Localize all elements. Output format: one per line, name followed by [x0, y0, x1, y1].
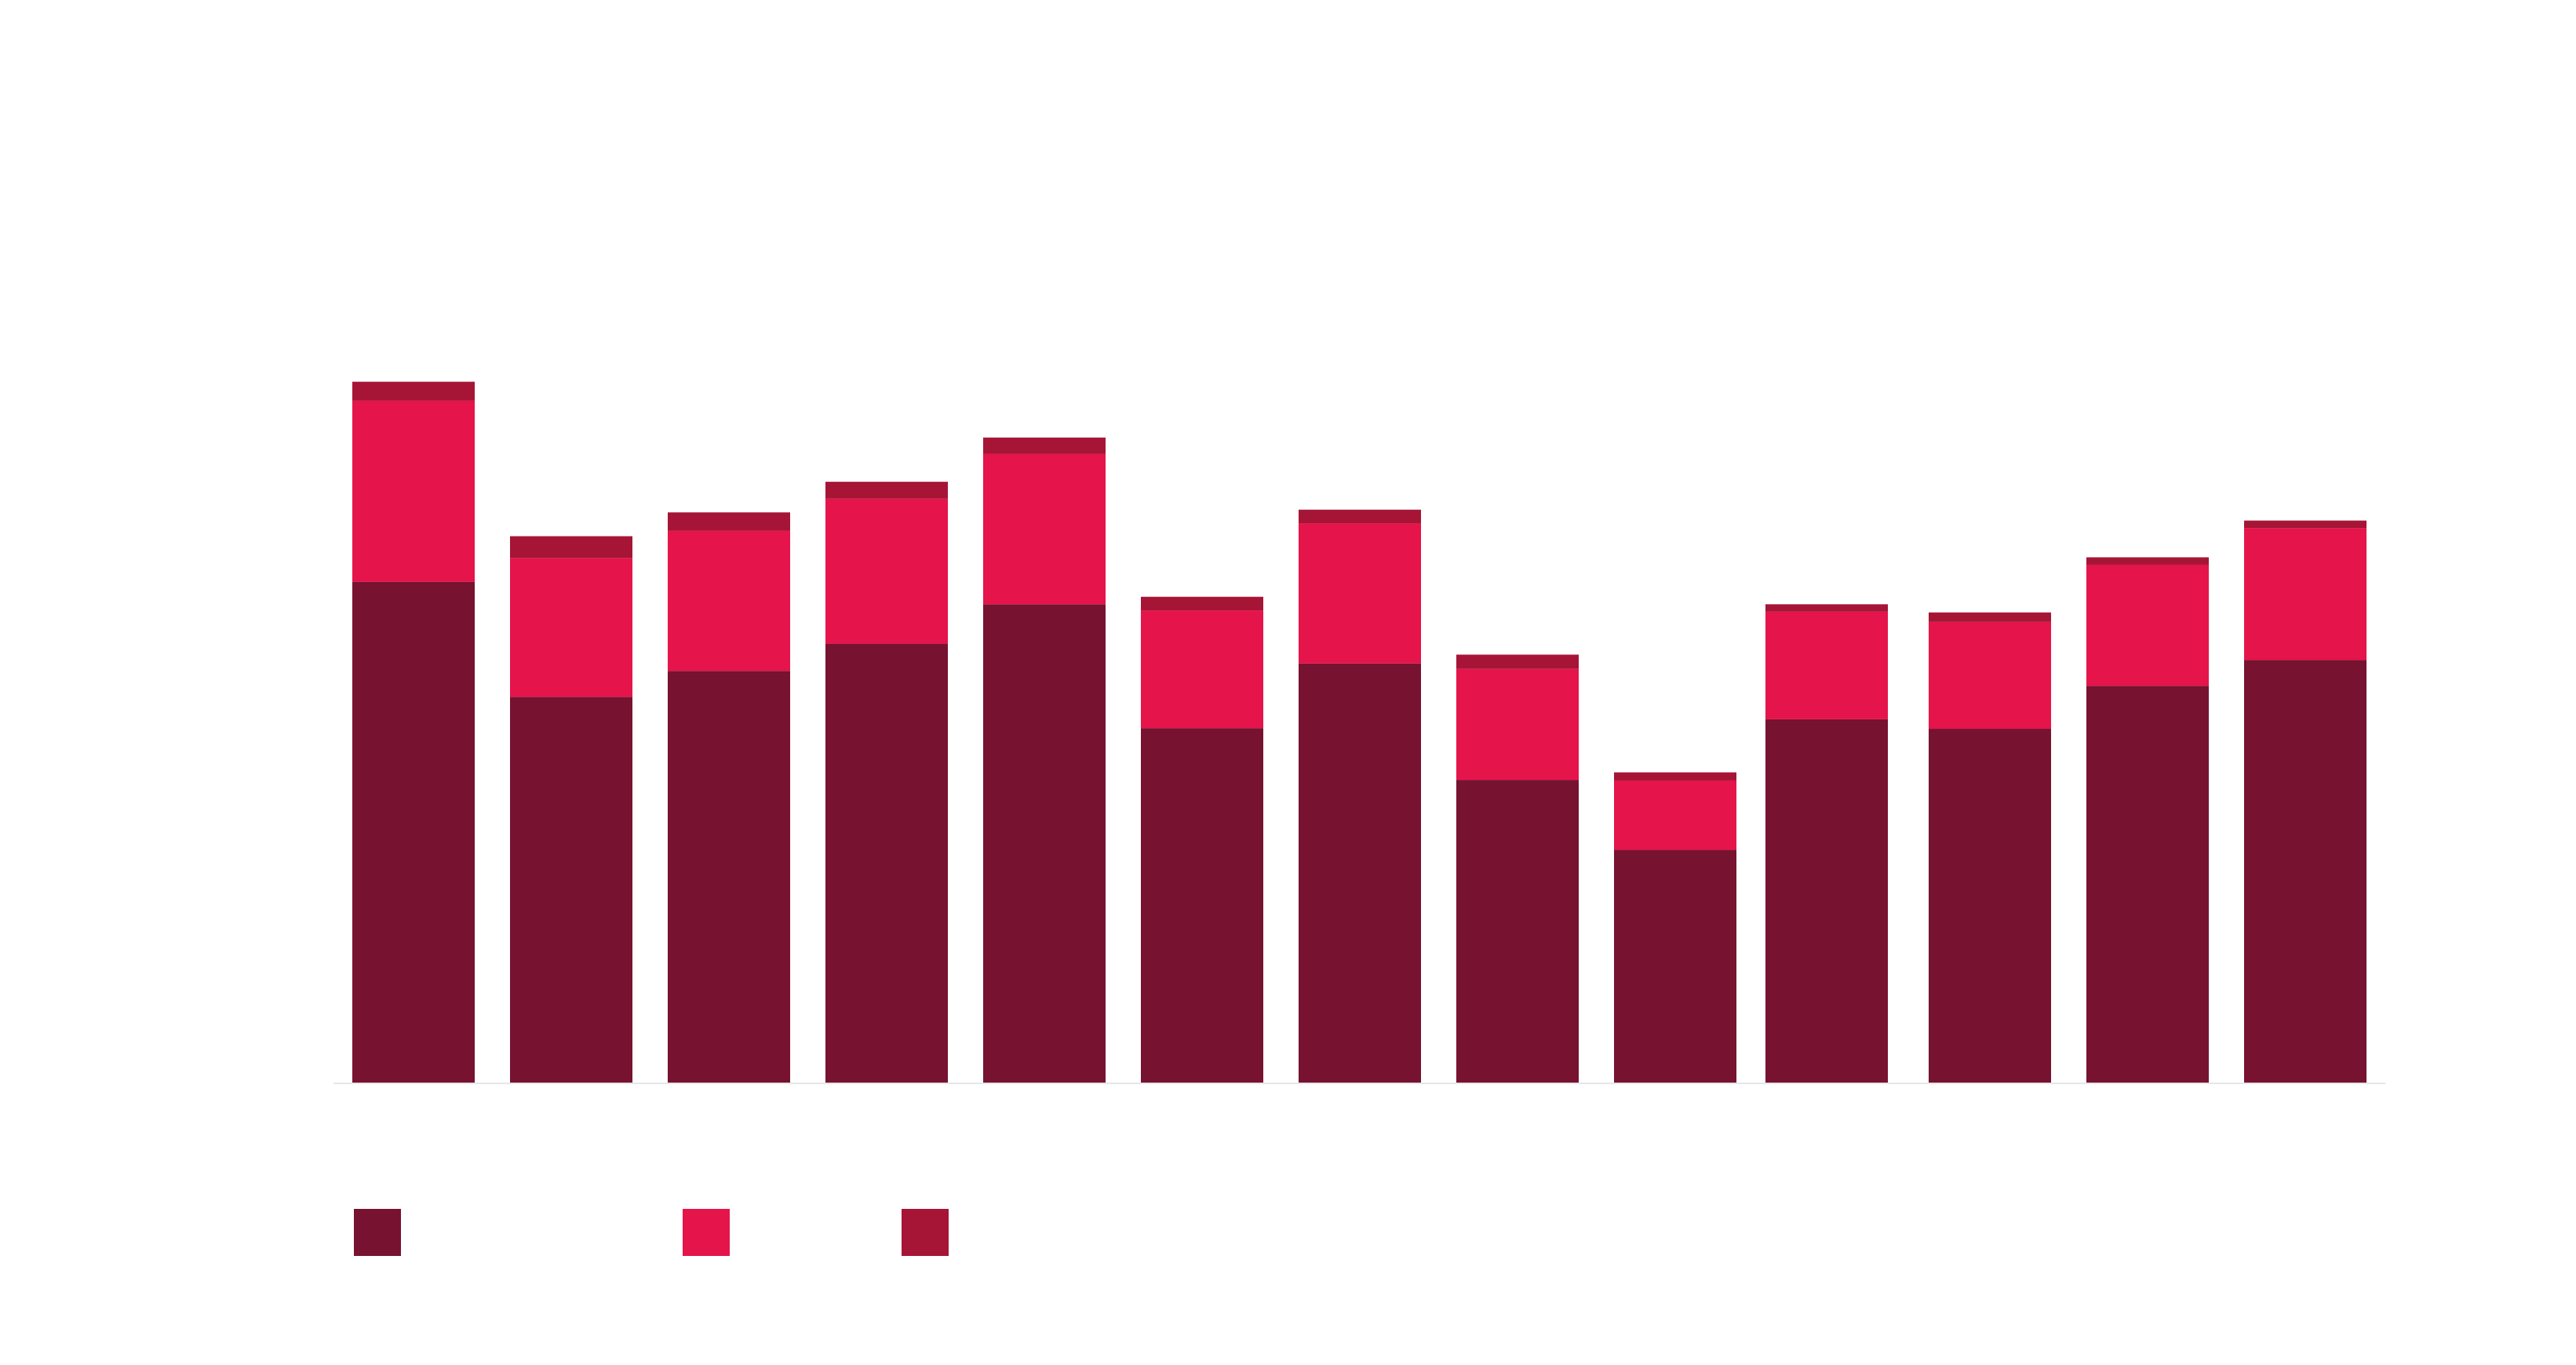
bar-segment-series-3-category-12: [2086, 557, 2209, 565]
bar-segment-series-2-category-12: [2086, 564, 2209, 686]
bar-segment-series-2-category-9: [1614, 780, 1736, 850]
bar-segment-series-3-category-13: [2244, 520, 2366, 529]
bar-segment-series-1-category-9: [1614, 850, 1736, 1083]
bar-segment-series-3-category-10: [1765, 604, 1888, 612]
bar-segment-series-2-category-11: [1929, 621, 2051, 730]
bar-segment-series-3-category-7: [1299, 509, 1421, 524]
bar-segment-series-1-category-10: [1765, 719, 1888, 1083]
legend-swatch-series-2: [683, 1209, 730, 1256]
bar-segment-series-1-category-4: [825, 643, 948, 1083]
bar-segment-series-1-category-7: [1299, 663, 1421, 1083]
bar-segment-series-1-category-11: [1929, 729, 2051, 1083]
bar-segment-series-2-category-1: [352, 400, 475, 582]
bar-segment-series-3-category-4: [825, 482, 948, 499]
bar-segment-series-2-category-10: [1765, 611, 1888, 719]
legend-swatch-series-3: [902, 1209, 949, 1256]
bar-segment-series-1-category-12: [2086, 686, 2209, 1083]
bar-segment-series-3-category-9: [1614, 772, 1736, 781]
bar-segment-series-2-category-5: [983, 453, 1106, 605]
bar-segment-series-1-category-3: [668, 671, 790, 1083]
bar-segment-series-2-category-4: [825, 498, 948, 644]
bar-segment-series-1-category-13: [2244, 660, 2366, 1083]
legend: [354, 1209, 949, 1256]
bar-segment-series-3-category-11: [1929, 612, 2051, 622]
bar-segment-series-3-category-3: [668, 512, 790, 531]
bar-segment-series-2-category-2: [510, 558, 632, 697]
bar-segment-series-1-category-1: [352, 581, 475, 1083]
bar-segment-series-2-category-6: [1141, 610, 1263, 729]
bar-segment-series-1-category-8: [1456, 780, 1579, 1083]
bar-segment-series-3-category-1: [352, 381, 475, 401]
bar-segment-series-1-category-5: [983, 604, 1106, 1083]
bar-segment-series-1-category-6: [1141, 728, 1263, 1083]
bar-segment-series-1-category-2: [510, 697, 632, 1083]
bar-segment-series-3-category-5: [983, 437, 1106, 454]
bar-segment-series-3-category-6: [1141, 596, 1263, 611]
bar-segment-series-2-category-3: [668, 530, 790, 672]
bar-segment-series-2-category-13: [2244, 528, 2366, 661]
legend-swatch-series-1: [354, 1209, 401, 1256]
bars-group: [352, 381, 2366, 1083]
bar-segment-series-2-category-7: [1299, 523, 1421, 664]
bar-segment-series-3-category-2: [510, 536, 632, 559]
bar-segment-series-2-category-8: [1456, 668, 1579, 781]
bar-segment-series-3-category-8: [1456, 654, 1579, 669]
